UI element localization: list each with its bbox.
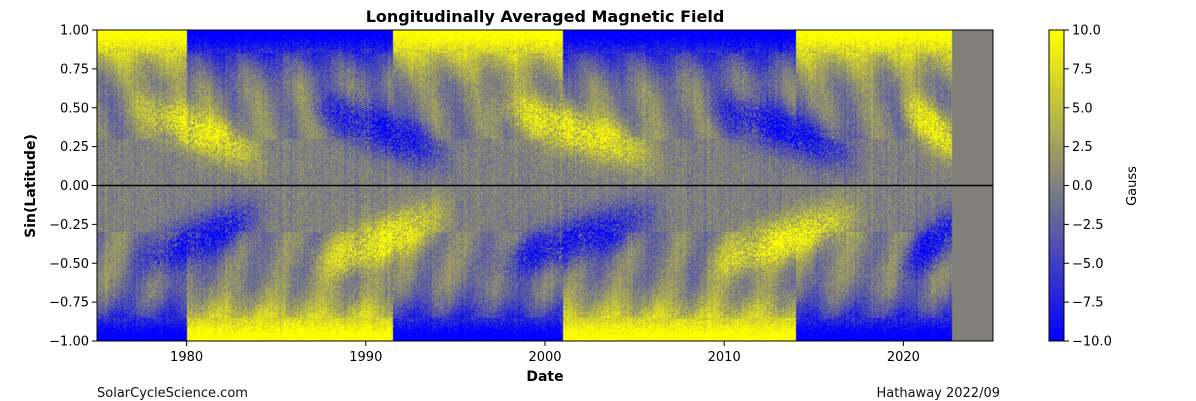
colorbar-tick-label: −7.5 — [1072, 296, 1104, 311]
x-tick-label: 2000 — [528, 350, 561, 365]
y-axis: 1.00 0.75 0.50 0.25 0.00 −0.25 −0.50 −0.75 −1.00 — [49, 24, 97, 350]
credit-left: SolarCycleScience.com — [97, 386, 248, 401]
colorbar-tick-label: 7.5 — [1072, 62, 1093, 77]
y-tick-label: 1.00 — [60, 24, 89, 39]
x-tick-label: 1990 — [349, 350, 382, 365]
colorbar-tick-label: 2.5 — [1072, 140, 1093, 155]
y-tick-label: −0.25 — [49, 218, 89, 233]
colorbar-tick-label: 10.0 — [1072, 24, 1101, 39]
colorbar-tick-label: −10.0 — [1072, 335, 1112, 350]
colorbar-tick-label: 5.0 — [1072, 101, 1093, 116]
credit-right: Hathaway 2022/09 — [876, 386, 1000, 401]
chart-title: Longitudinally Averaged Magnetic Field — [366, 7, 725, 26]
y-tick-label: 0.00 — [60, 179, 89, 194]
y-tick-label: 0.75 — [60, 62, 89, 77]
y-tick-label: −1.00 — [49, 335, 89, 350]
colorbar-tick-label: −5.0 — [1072, 257, 1104, 272]
x-tick-label: 2020 — [887, 350, 920, 365]
x-tick-label: 2010 — [708, 350, 741, 365]
y-tick-label: 0.50 — [60, 101, 89, 116]
colorbar-label: Gauss — [1125, 166, 1140, 206]
colorbar — [1048, 29, 1065, 342]
y-tick-label: 0.25 — [60, 140, 89, 155]
x-axis: 1980 1990 2000 2010 2020 — [170, 341, 920, 365]
colorbar-tick-label: −2.5 — [1072, 218, 1104, 233]
colorbar-axis: 10.0 7.5 5.0 2.5 0.0 −2.5 −5.0 −7.5 −10.0 — [1064, 24, 1112, 350]
x-axis-label: Date — [526, 369, 563, 385]
y-tick-label: −0.75 — [49, 296, 89, 311]
colorbar-tick-label: 0.0 — [1072, 179, 1093, 194]
y-tick-label: −0.50 — [49, 257, 89, 272]
x-tick-label: 1980 — [170, 350, 203, 365]
y-axis-label: Sin(Latitude) — [23, 134, 39, 238]
